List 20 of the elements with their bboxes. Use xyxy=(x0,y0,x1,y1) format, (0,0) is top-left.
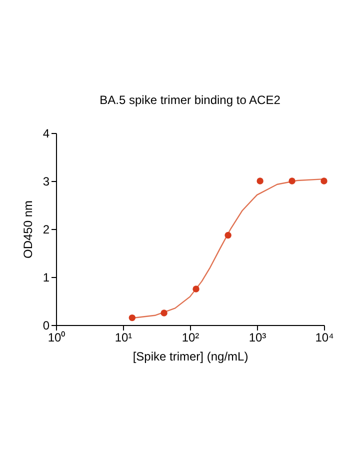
point xyxy=(192,286,200,292)
y-tick-label: 0 xyxy=(42,318,50,332)
point xyxy=(288,178,296,184)
y-tick-label: 1 xyxy=(42,270,50,284)
x-axis-title: [Spike trimer] (ng/mL) xyxy=(132,350,248,364)
x-tick-label: 10⁴ xyxy=(315,330,334,344)
x-tick-label: 10³ xyxy=(248,330,266,344)
y-tick-label: 2 xyxy=(42,222,50,236)
point xyxy=(160,310,168,316)
chart-title: BA.5 spike trimer binding to ACE2 xyxy=(100,93,281,107)
x-tick-label: 10¹ xyxy=(114,330,132,344)
y-tick-label: 3 xyxy=(42,174,50,188)
y-axis-title: OD450 nm xyxy=(20,200,35,259)
x-tick-label: 10⁰ xyxy=(48,330,66,344)
point xyxy=(256,178,264,184)
point xyxy=(128,314,136,322)
point xyxy=(224,232,232,239)
y-tick-label: 4 xyxy=(42,126,50,140)
point xyxy=(320,178,328,184)
x-tick-label: 10² xyxy=(182,330,200,344)
